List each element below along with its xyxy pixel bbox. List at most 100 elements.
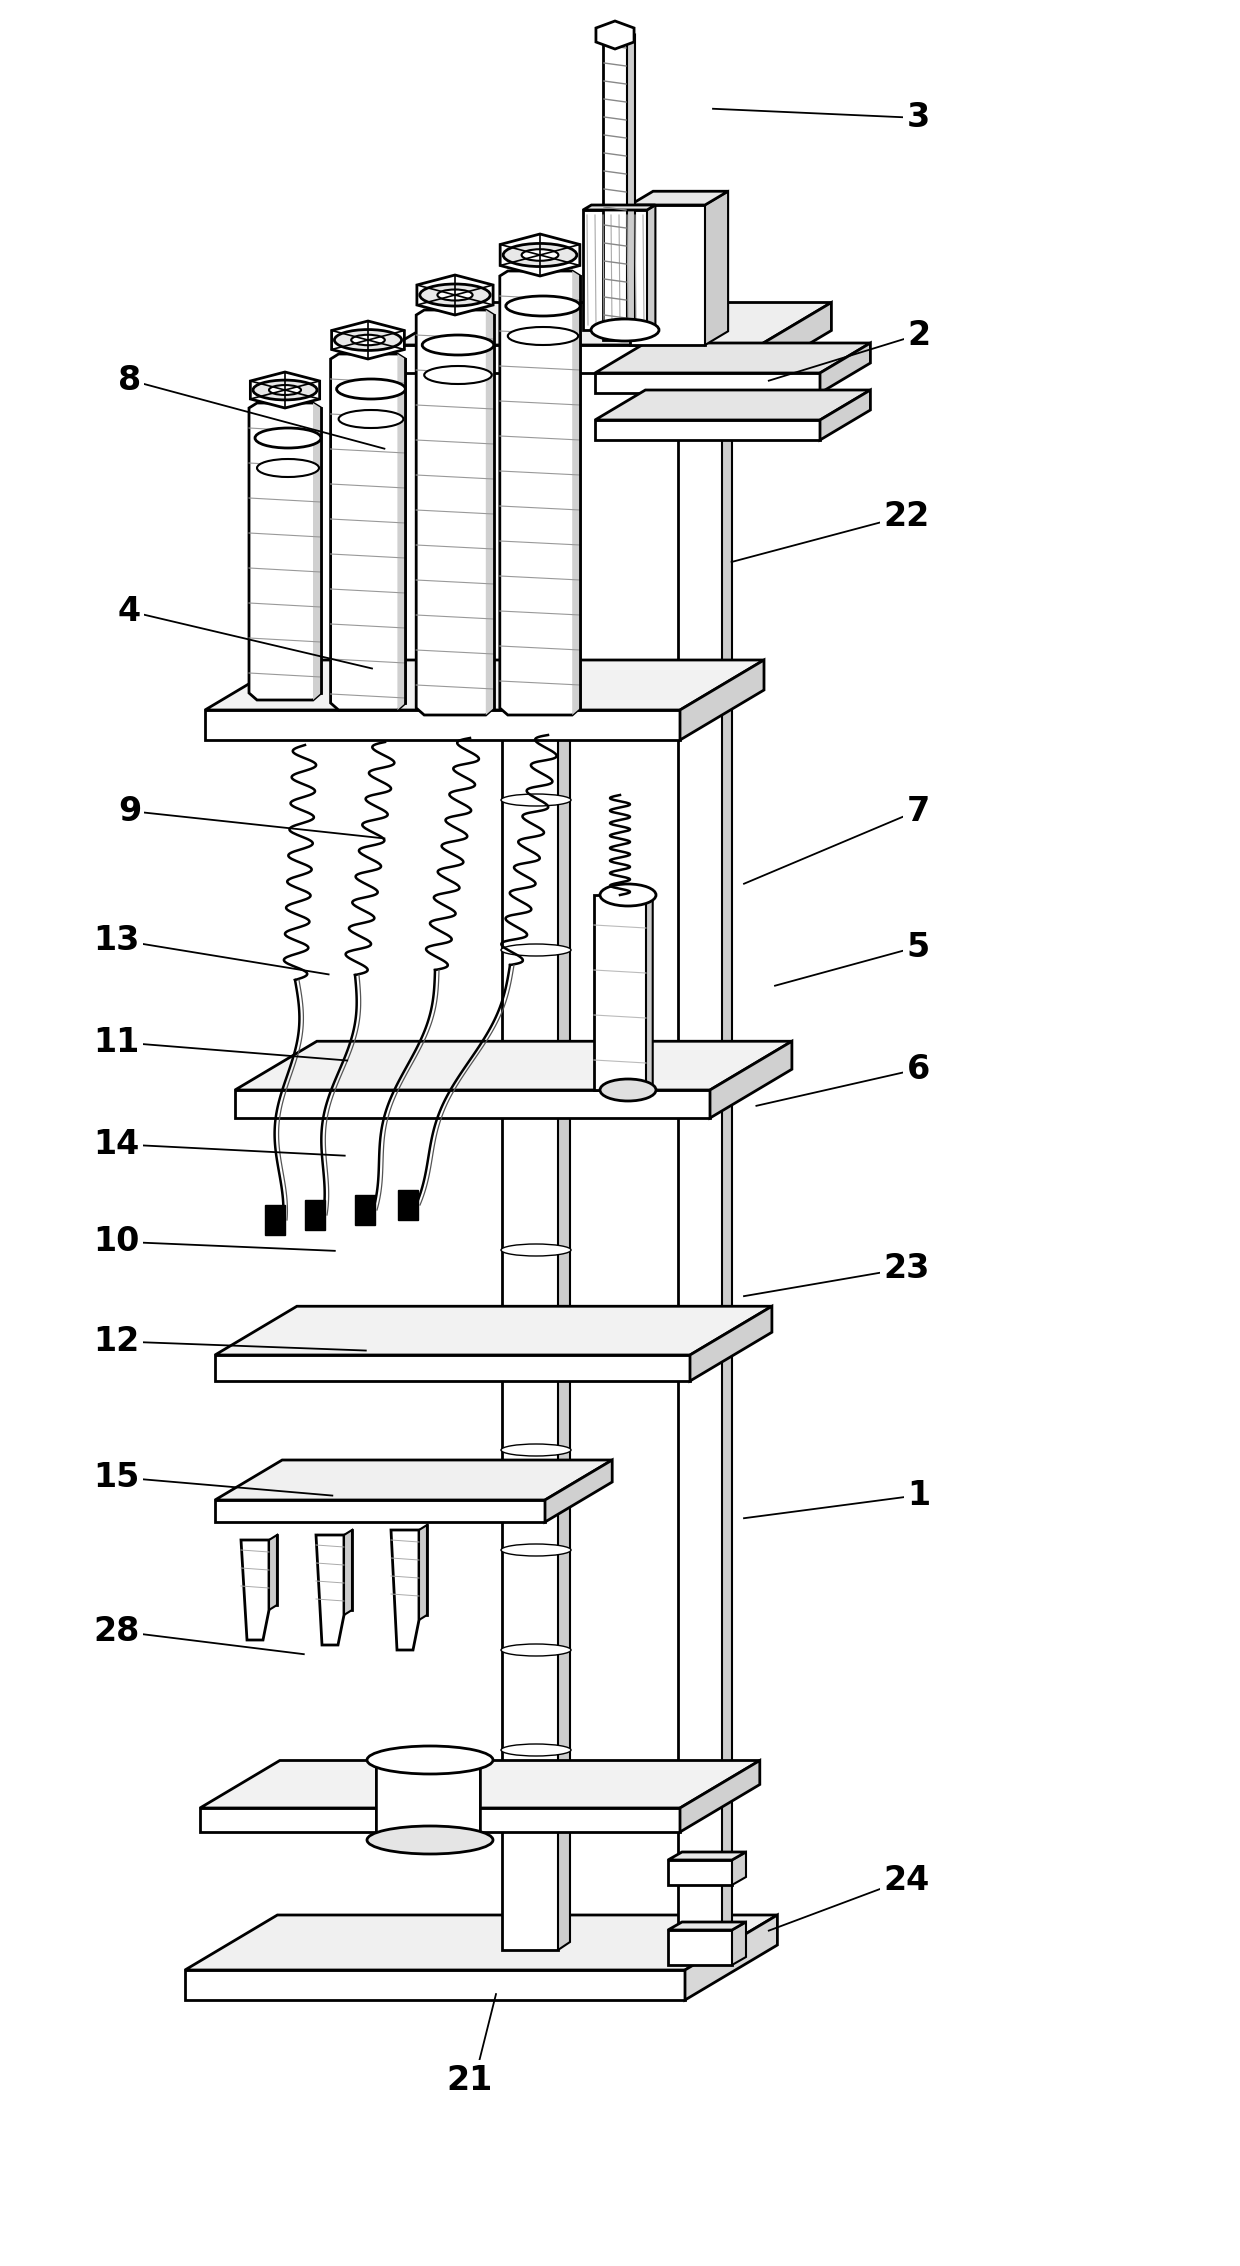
Text: 8: 8 — [118, 365, 141, 397]
Polygon shape — [558, 408, 570, 1951]
Text: 28: 28 — [93, 1616, 139, 1647]
Ellipse shape — [501, 594, 570, 605]
Ellipse shape — [336, 378, 405, 399]
Text: 21: 21 — [446, 2064, 492, 2096]
Polygon shape — [419, 1525, 427, 1620]
Polygon shape — [398, 1190, 418, 1219]
Polygon shape — [595, 374, 820, 392]
Polygon shape — [215, 1459, 613, 1500]
Polygon shape — [215, 1500, 546, 1523]
Polygon shape — [312, 403, 321, 700]
Polygon shape — [391, 1530, 419, 1650]
Polygon shape — [627, 34, 635, 340]
Polygon shape — [595, 419, 820, 440]
Polygon shape — [397, 353, 405, 709]
Polygon shape — [355, 1194, 374, 1226]
Polygon shape — [630, 190, 728, 204]
Polygon shape — [820, 390, 870, 440]
Polygon shape — [265, 1206, 285, 1235]
Ellipse shape — [253, 381, 317, 399]
Polygon shape — [595, 390, 870, 419]
Polygon shape — [680, 659, 764, 741]
Ellipse shape — [600, 25, 630, 45]
Ellipse shape — [501, 1094, 570, 1106]
Text: 6: 6 — [906, 1054, 930, 1085]
Polygon shape — [417, 274, 494, 315]
Text: 11: 11 — [93, 1026, 139, 1058]
Text: 1: 1 — [906, 1480, 930, 1511]
Ellipse shape — [501, 494, 570, 505]
Text: 15: 15 — [93, 1462, 139, 1493]
Ellipse shape — [501, 1543, 570, 1557]
Polygon shape — [185, 1969, 684, 2001]
Polygon shape — [215, 1305, 771, 1355]
Ellipse shape — [503, 242, 577, 267]
Polygon shape — [396, 301, 831, 344]
Text: 2: 2 — [906, 320, 930, 351]
Polygon shape — [368, 1754, 480, 1840]
Polygon shape — [241, 1541, 269, 1641]
Polygon shape — [417, 310, 494, 716]
Text: 5: 5 — [906, 931, 930, 963]
Text: 10: 10 — [93, 1226, 139, 1258]
Polygon shape — [200, 1808, 680, 1831]
Ellipse shape — [501, 793, 570, 807]
Polygon shape — [668, 1931, 732, 1965]
Polygon shape — [343, 1530, 352, 1616]
Ellipse shape — [501, 1443, 570, 1457]
Polygon shape — [680, 1761, 760, 1831]
Polygon shape — [668, 1851, 746, 1860]
Polygon shape — [546, 1459, 613, 1523]
Ellipse shape — [255, 428, 321, 449]
Polygon shape — [732, 1851, 746, 1885]
Ellipse shape — [351, 335, 384, 344]
Polygon shape — [668, 1860, 732, 1885]
Ellipse shape — [438, 290, 472, 301]
Text: 4: 4 — [118, 596, 141, 628]
Ellipse shape — [501, 1745, 570, 1756]
Polygon shape — [630, 204, 706, 344]
Polygon shape — [596, 20, 634, 50]
Polygon shape — [583, 204, 656, 211]
Polygon shape — [236, 1090, 711, 1117]
Polygon shape — [646, 891, 652, 1090]
Text: 12: 12 — [93, 1326, 139, 1357]
Polygon shape — [500, 272, 580, 716]
Polygon shape — [668, 1922, 746, 1931]
Polygon shape — [269, 1534, 277, 1611]
Polygon shape — [583, 211, 647, 331]
Polygon shape — [200, 1761, 760, 1808]
Polygon shape — [760, 301, 831, 374]
Polygon shape — [711, 1042, 792, 1117]
Ellipse shape — [508, 326, 578, 344]
Ellipse shape — [424, 367, 492, 383]
Polygon shape — [249, 403, 321, 700]
Polygon shape — [706, 190, 728, 344]
Polygon shape — [316, 1534, 343, 1645]
Polygon shape — [722, 365, 732, 1956]
Polygon shape — [486, 310, 494, 716]
Ellipse shape — [367, 1747, 494, 1774]
Polygon shape — [572, 272, 580, 716]
Polygon shape — [500, 233, 580, 276]
Polygon shape — [185, 1915, 777, 1969]
Polygon shape — [331, 353, 405, 709]
Ellipse shape — [522, 249, 558, 261]
Text: 7: 7 — [906, 795, 930, 827]
Ellipse shape — [339, 410, 403, 428]
Polygon shape — [215, 1355, 689, 1380]
Polygon shape — [594, 895, 646, 1090]
Text: 24: 24 — [884, 1865, 930, 1897]
Ellipse shape — [420, 283, 490, 306]
Ellipse shape — [257, 460, 319, 478]
Ellipse shape — [501, 1244, 570, 1255]
Ellipse shape — [501, 1344, 570, 1355]
Polygon shape — [689, 1305, 771, 1380]
Text: 13: 13 — [93, 925, 139, 956]
Ellipse shape — [501, 1645, 570, 1656]
Polygon shape — [305, 1201, 325, 1230]
Text: 23: 23 — [884, 1253, 930, 1285]
Text: 14: 14 — [93, 1128, 139, 1160]
Polygon shape — [684, 1915, 777, 2001]
Ellipse shape — [591, 320, 658, 340]
